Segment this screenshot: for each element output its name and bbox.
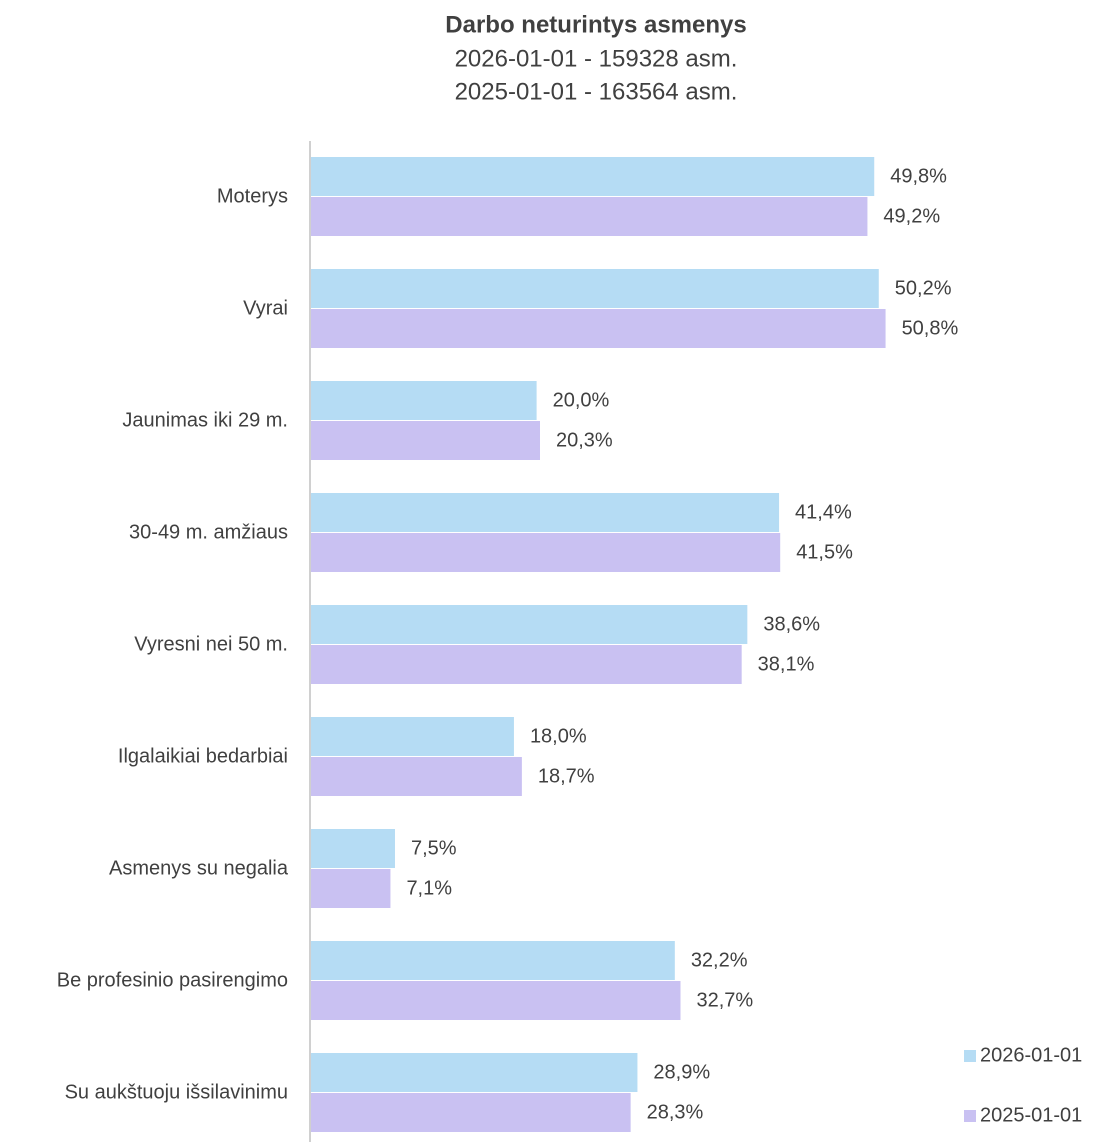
data-label: 41,5% [796, 541, 853, 563]
data-label: 38,6% [763, 613, 820, 635]
chart-subtitle: 2025-01-01 - 163564 asm. [455, 78, 738, 105]
bar [310, 157, 875, 196]
bar [310, 645, 742, 684]
data-label: 50,2% [895, 277, 952, 299]
y-tick-label: 30-49 m. amžiaus [129, 521, 288, 543]
legend-swatch [964, 1110, 976, 1122]
y-tick-label: Jaunimas iki 29 m. [122, 409, 288, 431]
y-tick-label: Be profesinio pasirengimo [57, 969, 288, 991]
chart-subtitle: 2026-01-01 - 159328 asm. [455, 45, 738, 72]
bar [310, 981, 681, 1020]
y-tick-label: Asmenys su negalia [109, 857, 289, 879]
bar [310, 197, 868, 236]
legend-label: 2025-01-01 [980, 1104, 1082, 1126]
bar [310, 269, 879, 308]
bar [310, 605, 748, 644]
data-label: 32,2% [691, 949, 748, 971]
y-tick-label: Ilgalaikiai bedarbiai [118, 745, 288, 767]
bar [310, 941, 675, 980]
bar [310, 381, 537, 420]
data-label: 49,8% [890, 165, 947, 187]
y-tick-label: Moterys [217, 185, 288, 207]
data-label: 50,8% [902, 317, 959, 339]
data-label: 7,1% [406, 877, 452, 899]
bar [310, 757, 522, 796]
bar [310, 1053, 638, 1092]
data-label: 32,7% [696, 989, 753, 1011]
data-label: 49,2% [883, 205, 940, 227]
legend-label: 2026-01-01 [980, 1044, 1082, 1066]
bar [310, 493, 780, 532]
bar [310, 829, 395, 868]
data-label: 38,1% [758, 653, 815, 675]
data-label: 41,4% [795, 501, 852, 523]
y-tick-label: Su aukštuoju išsilavinimu [65, 1081, 288, 1103]
data-label: 7,5% [411, 837, 457, 859]
legend-swatch [964, 1050, 976, 1062]
bar [310, 717, 514, 756]
y-tick-label: Vyresni nei 50 m. [134, 633, 288, 655]
bar [310, 533, 781, 572]
data-label: 18,7% [538, 765, 595, 787]
data-label: 20,3% [556, 429, 613, 451]
bar [310, 1093, 631, 1132]
bar [310, 421, 540, 460]
bar [310, 309, 886, 348]
y-tick-label: Vyrai [243, 297, 288, 319]
bar [310, 869, 391, 908]
data-label: 20,0% [553, 389, 610, 411]
data-label: 28,9% [653, 1061, 710, 1083]
data-label: 18,0% [530, 725, 587, 747]
data-label: 28,3% [647, 1101, 704, 1123]
chart-title: Darbo neturintys asmenys [445, 11, 746, 38]
